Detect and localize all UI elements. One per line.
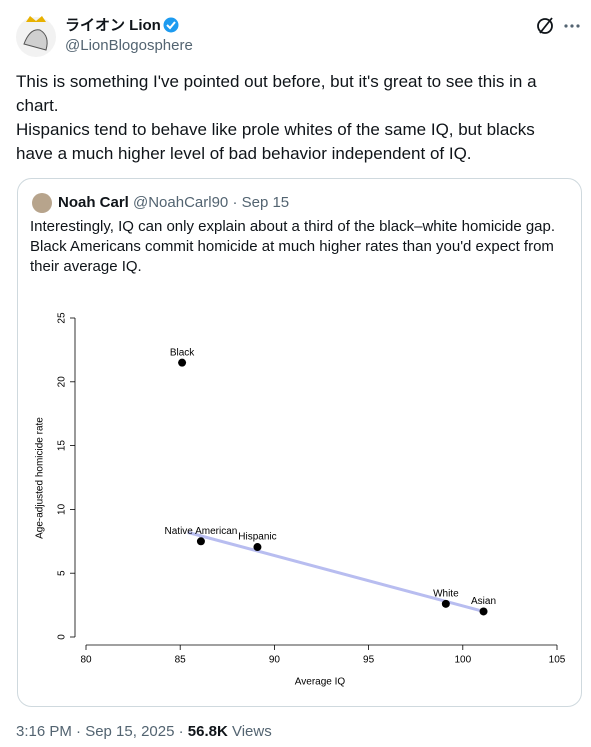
more-dot[interactable] <box>564 24 568 28</box>
point-label: White <box>433 588 459 599</box>
more-dot[interactable] <box>576 24 580 28</box>
verified-badge <box>163 17 179 33</box>
grok-icon[interactable] <box>537 18 553 34</box>
quote-avatar <box>32 193 52 213</box>
point-label: Asian <box>471 596 496 607</box>
point <box>441 599 450 608</box>
point-label: Hispanic <box>238 532 276 543</box>
y-tick-label: 0 <box>57 634 68 640</box>
fit-line <box>187 530 484 613</box>
point <box>253 543 262 552</box>
y-tick-label: 10 <box>57 503 68 515</box>
x-tick-label: 95 <box>363 655 375 666</box>
author-name[interactable]: ライオン Lion <box>65 17 161 34</box>
x-tick-label: 80 <box>80 655 92 666</box>
x-tick-label: 85 <box>175 655 187 666</box>
y-tick-label: 20 <box>57 376 68 388</box>
tweet-paragraph: This is something I've pointed out befor… <box>16 72 537 115</box>
timestamp[interactable]: 3:16 PM · Sep 15, 2025 · <box>16 723 184 740</box>
point <box>479 607 488 616</box>
point <box>178 358 187 367</box>
point-label: Black <box>170 347 195 358</box>
y-tick-label: 25 <box>57 312 68 324</box>
footer: 3:16 PM · Sep 15, 2025 · 56.8K Views <box>16 723 272 740</box>
view-count: 56.8K <box>187 723 228 740</box>
quote-meta: @NoahCarl90 · Sep 15 <box>133 194 290 211</box>
views-label: Views <box>231 723 272 740</box>
grok-slash <box>539 17 553 34</box>
point-label: Native American <box>165 526 238 537</box>
author-handle[interactable]: @LionBlogosphere <box>65 37 193 54</box>
y-tick-label: 15 <box>57 440 68 452</box>
x-axis-title: Average IQ <box>295 677 346 688</box>
x-tick-label: 105 <box>549 655 566 666</box>
point <box>196 537 205 546</box>
lion-icon <box>23 29 48 51</box>
tweet-paragraph: Hispanics tend to behave like prole whit… <box>16 120 535 163</box>
y-axis-title: Age-adjusted homicide rate <box>35 417 46 539</box>
quote-author: Noah Carl <box>58 194 129 211</box>
x-tick-label: 100 <box>454 655 471 666</box>
x-tick-label: 90 <box>269 655 281 666</box>
more-dot[interactable] <box>570 24 574 28</box>
crown-icon <box>26 16 46 22</box>
y-tick-label: 5 <box>57 570 68 576</box>
quote-text: Interestingly, IQ can only explain about… <box>30 218 556 275</box>
quote-card[interactable] <box>17 178 582 707</box>
check <box>166 21 176 30</box>
